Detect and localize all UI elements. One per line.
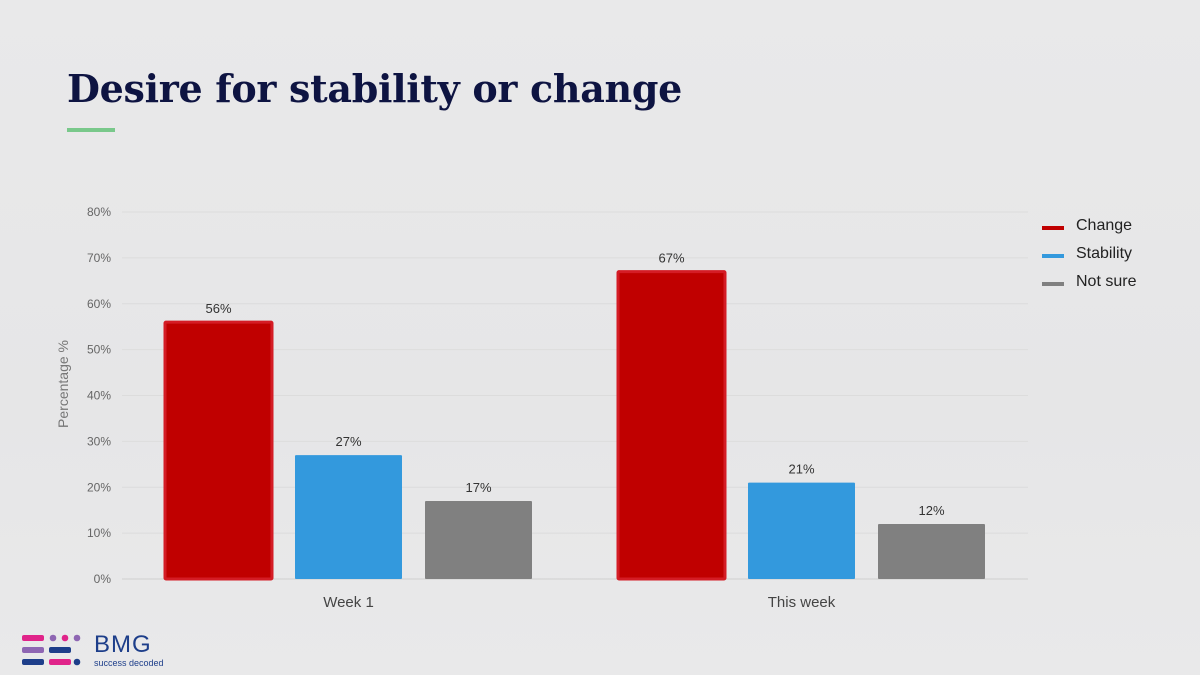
y-axis-title: Percentage % [55,340,71,428]
x-tick-label: Week 1 [323,594,374,611]
data-label-not-sure: 12% [918,503,944,518]
y-axis-ticks: 0% 10% 20% 30% 40% 50% 60% 70% 80% [87,205,111,586]
legend-label-not-sure: Not sure [1076,273,1137,290]
y-tick-label: 60% [87,297,111,311]
y-tick-label: 30% [87,434,111,448]
y-tick-label: 80% [87,205,111,219]
bar-not-sure [425,501,532,579]
legend-swatch-stability [1042,253,1064,258]
y-tick-label: 20% [87,480,111,494]
y-tick-label: 40% [87,389,111,403]
bar-stability [748,482,855,579]
data-labels: 56% 27% 17% 67% 21% 12% [205,251,944,518]
y-tick-label: 0% [94,572,112,586]
y-tick-label: 50% [87,343,111,357]
bar-change [616,270,727,581]
bmg-logo-icon [22,634,81,666]
bar-change [163,320,274,581]
legend-label-stability: Stability [1076,245,1133,262]
legend-item-change: Change [1042,212,1136,240]
bars [163,270,985,581]
bar-not-sure [878,523,985,579]
data-label-not-sure: 17% [465,480,491,495]
slide-title: Desire for stability or change [67,66,682,111]
data-label-stability: 21% [788,462,814,477]
x-tick-label: This week [768,594,836,611]
legend-swatch-change [1042,225,1064,230]
data-label-change: 56% [205,301,231,316]
x-axis-ticks: Week 1 This week [323,594,836,611]
data-label-change: 67% [658,251,684,266]
legend-swatch-not-sure [1042,281,1064,286]
legend-label-change: Change [1076,217,1133,234]
brand-tagline: success decoded [94,658,164,668]
y-tick-label: 10% [87,526,111,540]
data-label-stability: 27% [335,434,361,449]
y-tick-label: 70% [87,251,111,265]
bar-stability [295,455,402,579]
chart-legend: Change Stability Not sure [1042,212,1136,296]
legend-item-not-sure: Not sure [1042,268,1136,296]
legend-item-stability: Stability [1042,240,1136,268]
brand-name: BMG [94,631,152,658]
title-accent-line [67,128,115,132]
